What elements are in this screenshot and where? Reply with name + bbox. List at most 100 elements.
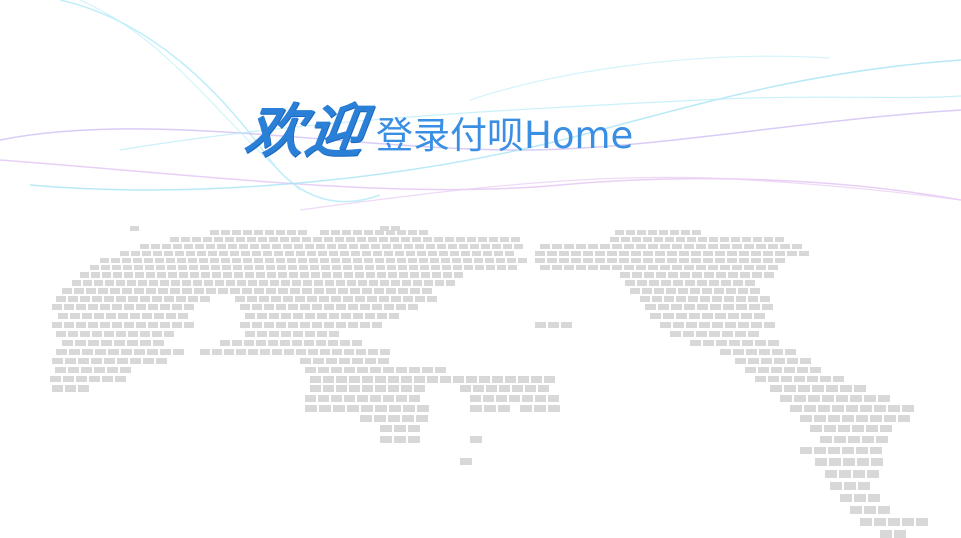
- map-dot: [475, 265, 484, 270]
- map-dot: [643, 251, 653, 256]
- map-dot: [348, 322, 358, 328]
- map-dot: [645, 304, 656, 310]
- map-dot: [248, 280, 257, 286]
- map-dot: [366, 272, 375, 278]
- map-dot: [324, 237, 333, 242]
- map-dot: [72, 280, 81, 286]
- map-dot: [340, 340, 350, 346]
- map-dot: [329, 251, 338, 256]
- map-dot: [78, 385, 89, 392]
- map-dot: [254, 288, 264, 294]
- map-dot: [379, 296, 389, 302]
- map-dot: [256, 272, 265, 278]
- map-dot: [505, 376, 516, 383]
- map-dot: [547, 258, 557, 263]
- map-dot: [548, 405, 560, 412]
- map-dot: [654, 288, 664, 294]
- map-dot: [756, 265, 766, 270]
- map-dot: [535, 258, 545, 263]
- map-dot: [389, 405, 401, 412]
- map-dot: [401, 237, 410, 242]
- map-dot: [648, 244, 658, 249]
- map-dot: [232, 258, 241, 263]
- map-dot: [856, 415, 868, 422]
- map-dot: [349, 244, 358, 249]
- map-dot: [140, 296, 150, 302]
- map-dot: [372, 304, 382, 310]
- map-dot: [50, 376, 61, 382]
- map-dot: [625, 280, 635, 286]
- map-dot: [171, 280, 180, 286]
- map-dot: [815, 458, 827, 466]
- map-dot: [316, 340, 326, 346]
- map-dot: [499, 385, 510, 392]
- map-dot: [748, 358, 759, 364]
- map-dot: [709, 331, 720, 337]
- map-dot: [320, 230, 329, 235]
- map-dot: [147, 349, 158, 355]
- map-dot: [396, 395, 407, 402]
- map-dot: [389, 313, 399, 319]
- map-dot: [544, 376, 555, 383]
- map-dot: [679, 258, 689, 263]
- map-dot: [106, 313, 116, 319]
- map-dot: [344, 349, 354, 355]
- map-dot: [351, 251, 360, 256]
- map-dot: [349, 376, 360, 383]
- map-dot: [295, 296, 305, 302]
- map-dot: [631, 251, 641, 256]
- map-dot: [289, 272, 298, 278]
- map-dot: [118, 313, 128, 319]
- map-dot: [211, 265, 220, 270]
- map-dot: [232, 340, 242, 346]
- map-dot: [287, 230, 296, 235]
- map-dot: [672, 244, 682, 249]
- map-dot: [492, 376, 503, 383]
- map-dot: [240, 304, 250, 310]
- map-dot: [294, 244, 303, 249]
- map-dot: [367, 296, 377, 302]
- map-dot: [281, 280, 290, 286]
- map-dot: [797, 367, 808, 373]
- map-dot: [843, 458, 855, 466]
- map-dot: [727, 258, 737, 263]
- map-dot: [214, 237, 223, 242]
- map-dot: [333, 405, 345, 412]
- map-dot: [828, 447, 840, 454]
- map-dot: [414, 385, 425, 392]
- map-dot: [825, 470, 837, 478]
- map-dot: [333, 272, 342, 278]
- map-dot: [328, 340, 338, 346]
- map-dot: [316, 244, 325, 249]
- map-dot: [325, 280, 334, 286]
- map-dot: [824, 425, 836, 432]
- map-dot: [195, 244, 204, 249]
- map-dot: [86, 288, 96, 294]
- map-dot: [716, 340, 727, 346]
- map-dot: [768, 340, 779, 346]
- map-dot: [478, 237, 487, 242]
- map-dot: [698, 237, 707, 242]
- map-dot: [292, 280, 301, 286]
- map-dot: [175, 251, 184, 256]
- map-dot: [188, 258, 197, 263]
- map-dot: [56, 331, 66, 337]
- map-dot: [310, 376, 321, 383]
- map-dot: [595, 258, 605, 263]
- map-dot: [741, 313, 752, 319]
- map-dot: [393, 244, 402, 249]
- map-dot: [800, 447, 812, 454]
- map-dot: [364, 230, 373, 235]
- map-dot: [245, 272, 254, 278]
- map-dot: [534, 405, 546, 412]
- map-dot: [902, 405, 914, 412]
- map-dot: [427, 296, 437, 302]
- map-dot: [124, 322, 134, 328]
- map-dot: [870, 415, 882, 422]
- map-dot: [318, 367, 329, 373]
- map-dot: [715, 258, 725, 263]
- map-dot: [460, 458, 472, 465]
- map-dot: [391, 296, 401, 302]
- map-dot: [658, 304, 669, 310]
